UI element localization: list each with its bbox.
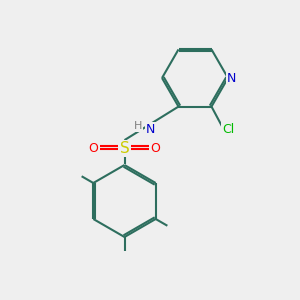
Text: H: H	[134, 121, 142, 131]
Text: O: O	[151, 142, 160, 155]
Text: Cl: Cl	[222, 123, 234, 136]
Text: N: N	[146, 123, 155, 136]
Text: O: O	[89, 142, 98, 155]
Text: N: N	[227, 71, 236, 85]
Text: S: S	[120, 141, 129, 156]
